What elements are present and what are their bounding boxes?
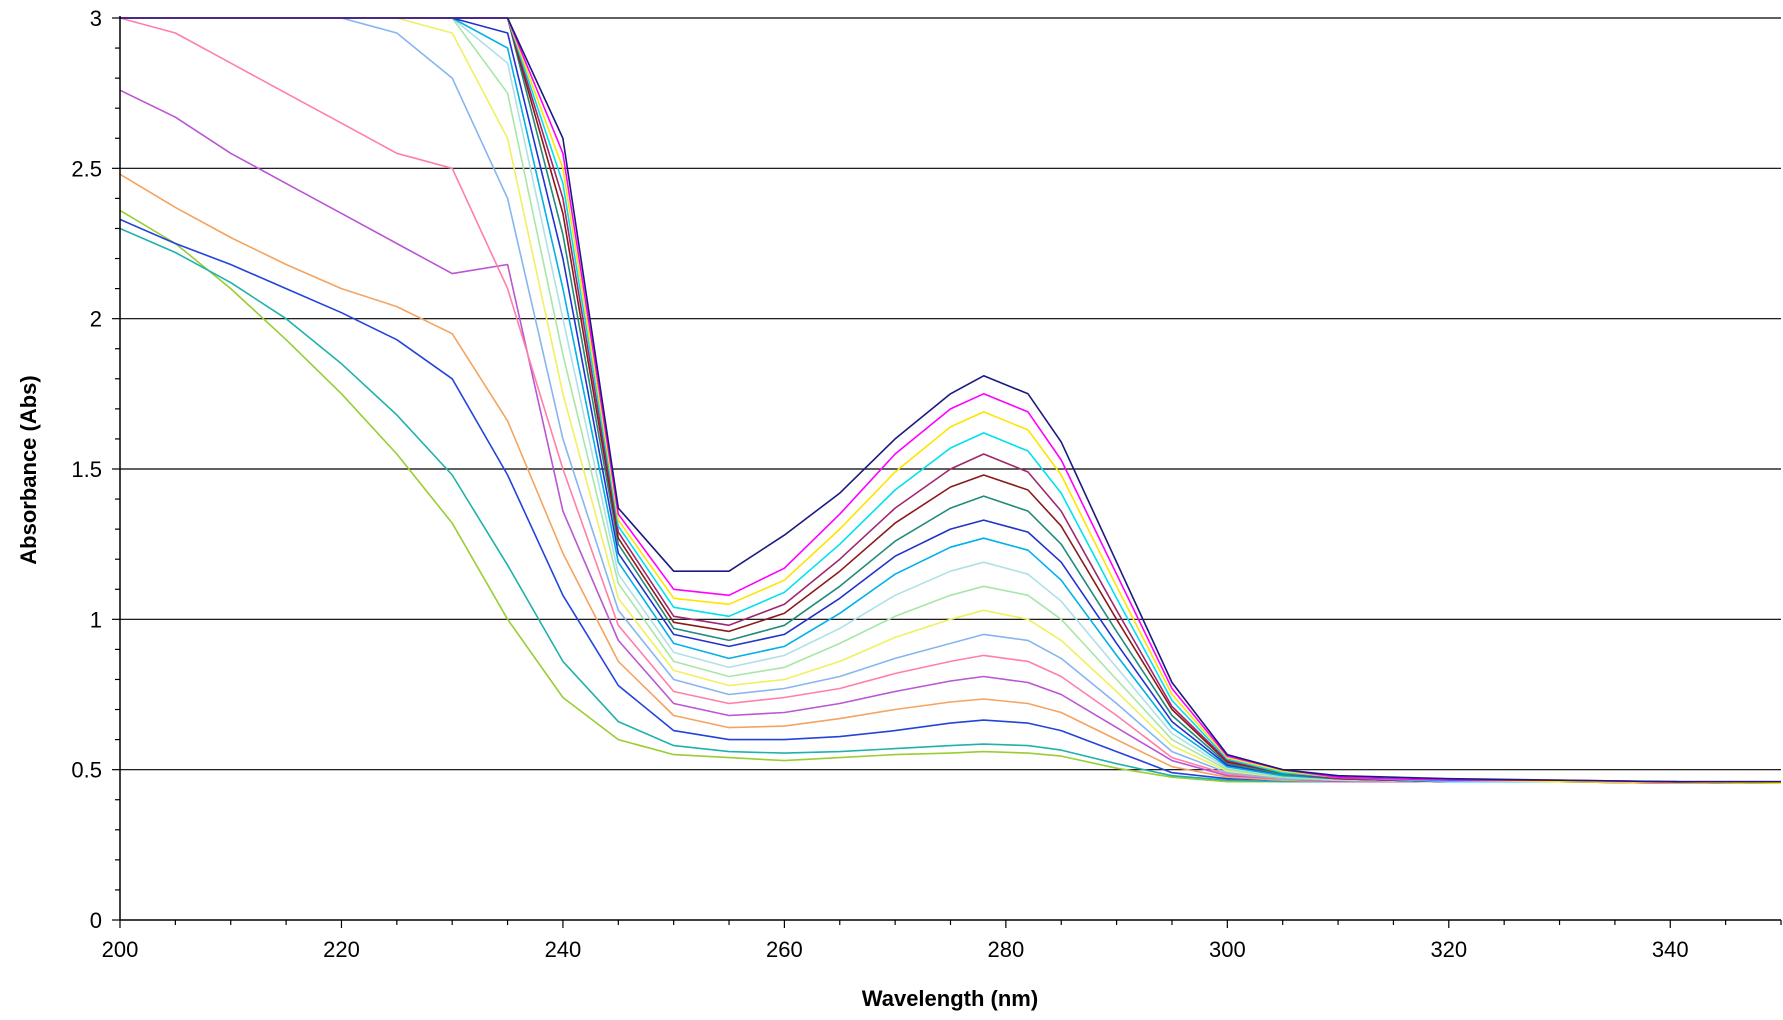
x-tick-label-6: 320 [1430,937,1467,962]
x-tick-label-5: 300 [1209,937,1246,962]
y-tick-label-0: 0 [90,908,102,933]
y-tick-label-4: 2 [90,307,102,332]
x-tick-label-1: 220 [323,937,360,962]
series-line-10 [120,17,1782,784]
series-line-8 [120,17,1782,784]
series-line-2 [119,227,1781,785]
axis-layer: 200 220 240 260 280 300 320 340 0 0.5 1 1.5 2 2.5 3 [71,6,1782,962]
series-layer [119,17,1782,785]
y-tick-label-1: 0.5 [71,758,102,783]
series-line-14 [120,17,1782,784]
series-line-17 [120,17,1782,784]
y-tick-label-5: 2.5 [71,156,102,181]
x-tick-label-3: 260 [766,937,803,962]
x-tick-label-2: 240 [545,937,582,962]
y-tick-label-2: 1 [90,607,102,632]
series-line-15 [120,17,1782,784]
series-line-4 [119,173,1781,785]
series-line-18 [120,17,1781,783]
y-tick-label-3: 1.5 [71,457,102,482]
y-tick-label-6: 3 [90,6,102,31]
series-line-12 [120,17,1782,784]
series-line-9 [120,17,1782,784]
series-line-19 [120,17,1781,783]
series-line-13 [120,17,1782,784]
y-axis-title: Absorbance (Abs) [16,375,41,564]
x-tick-label-7: 340 [1652,937,1689,962]
series-line-11 [120,17,1782,784]
x-tick-label-4: 280 [988,937,1025,962]
x-axis-title: Wavelength (nm) [862,986,1038,1011]
x-tick-label-0: 200 [102,937,139,962]
series-line-5 [119,89,1782,784]
series-line-7 [120,17,1782,784]
series-line-1 [119,209,1781,785]
series-line-6 [119,17,1782,784]
series-line-16 [120,17,1782,784]
series-line-3 [119,218,1781,785]
